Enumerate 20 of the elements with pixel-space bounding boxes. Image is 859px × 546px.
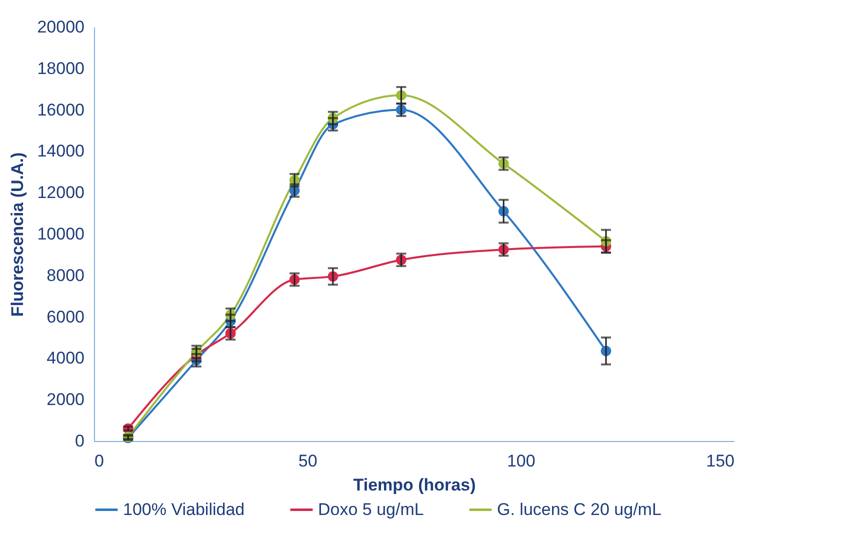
y-tick-label: 16000: [37, 100, 84, 120]
y-tick-label: 2000: [46, 390, 84, 410]
y-tick-label: 8000: [46, 266, 84, 285]
y-tick-label: 18000: [37, 58, 84, 78]
x-axis-title: Tiempo (horas): [353, 476, 476, 494]
y-tick-label: 20000: [37, 18, 84, 36]
legend-label: G. lucens C 20 ug/mL: [497, 500, 662, 519]
y-tick-label: 12000: [37, 183, 84, 202]
y-tick-label: 4000: [46, 348, 84, 368]
y-tick-label: 0: [75, 432, 84, 450]
legend-label: 100% Viabilidad: [123, 500, 245, 519]
y-tick-label: 10000: [37, 224, 84, 244]
legend-label: Doxo 5 ug/mL: [318, 500, 424, 519]
y-tick-label: 6000: [46, 307, 84, 326]
y-tick-label: 14000: [37, 142, 84, 161]
x-tick-label: 50: [298, 452, 318, 470]
x-tick-label: 100: [506, 452, 536, 470]
x-tick-label: 150: [706, 452, 734, 470]
x-tick-label: 0: [94, 452, 104, 470]
y-axis-title: Fluorescencia (U.A.): [8, 152, 28, 317]
